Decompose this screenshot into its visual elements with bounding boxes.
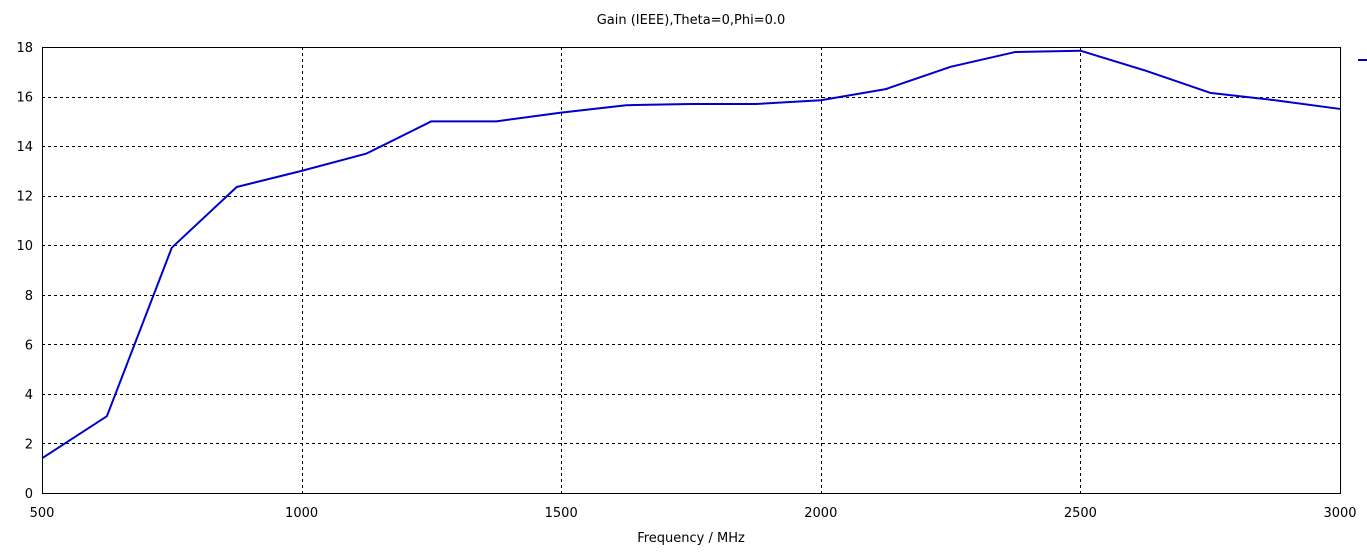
y-tick-label: 10 [16, 239, 33, 254]
grid-layer [42, 47, 1340, 493]
x-tick-label: 1500 [545, 506, 578, 521]
plot-frame [42, 47, 1341, 494]
frame-layer [42, 47, 1341, 494]
chart-title: Gain (IEEE),Theta=0,Phi=0.0 [597, 13, 786, 28]
y-tick-label: 8 [25, 289, 33, 304]
x-axis-title: Frequency / MHz [637, 531, 745, 546]
x-tick-label: 2000 [804, 506, 837, 521]
y-tick-label: 18 [16, 41, 33, 56]
tick-layer: 500 1000 1500 2000 2500 3000 0 2 4 6 8 10 12 14 16 18 [16, 41, 1356, 521]
y-tick-label: 0 [25, 487, 33, 502]
x-tick-label: 500 [30, 506, 55, 521]
y-tick-label: 14 [16, 140, 33, 155]
x-tick-label: 3000 [1323, 506, 1356, 521]
y-tick-label: 12 [16, 190, 33, 205]
x-tick-label: 1000 [285, 506, 318, 521]
series-line [41, 49, 1341, 460]
y-tick-label: 4 [25, 388, 33, 403]
series-layer [41, 49, 1341, 460]
x-tick-label: 2500 [1064, 506, 1097, 521]
y-tick-label: 2 [25, 437, 33, 452]
y-tick-label: 6 [25, 338, 33, 353]
y-tick-label: 16 [16, 91, 33, 106]
